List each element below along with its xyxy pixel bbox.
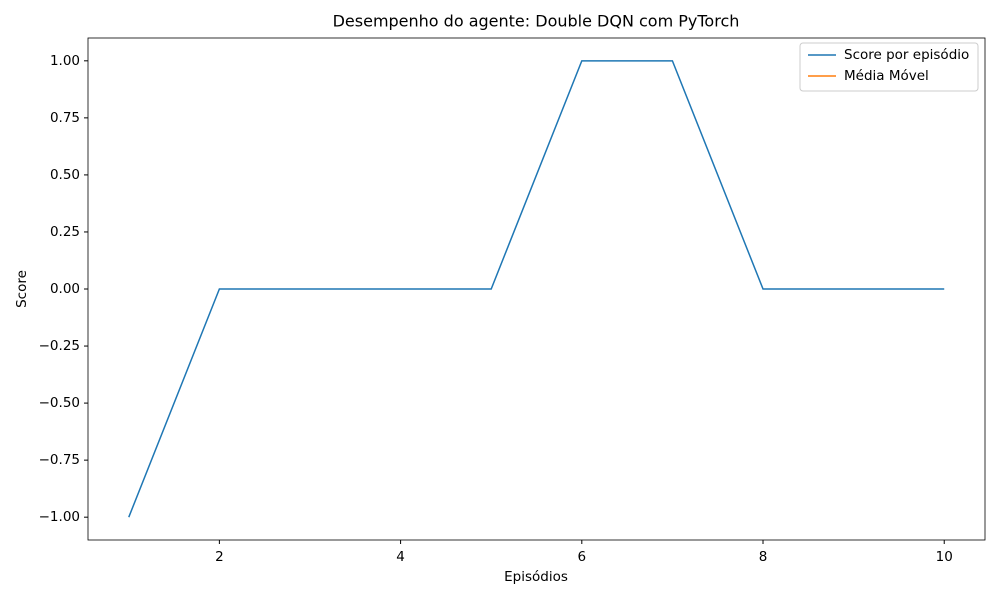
- x-axis-label: Episódios: [504, 569, 568, 585]
- x-tick-label: 4: [396, 549, 405, 565]
- x-tick-label: 10: [936, 549, 953, 565]
- legend-label: Score por episódio: [844, 47, 969, 63]
- line-series: [128, 60, 945, 518]
- plot-frame: [87, 37, 986, 541]
- chart-title: Desempenho do agente: Double DQN com PyT…: [333, 12, 740, 31]
- x-tick-label: 6: [578, 549, 587, 565]
- y-tick-label: 0.75: [50, 110, 80, 126]
- y-tick-label: −1.00: [39, 509, 80, 525]
- legend-box: [799, 42, 979, 92]
- y-tick-label: −0.50: [39, 395, 80, 411]
- y-tick-label: −0.75: [39, 452, 80, 468]
- x-tick-label: 2: [215, 549, 224, 565]
- x-tick-label: 8: [759, 549, 768, 565]
- legend-label: Média Móvel: [844, 68, 929, 84]
- y-tick-label: 0.25: [50, 224, 80, 240]
- y-tick-label: −0.25: [39, 338, 80, 354]
- y-axis-label: Score: [14, 270, 30, 308]
- y-tick-label: 0.50: [50, 167, 80, 183]
- y-tick-label: 0.00: [50, 281, 80, 297]
- y-tick-label: 1.00: [50, 53, 80, 69]
